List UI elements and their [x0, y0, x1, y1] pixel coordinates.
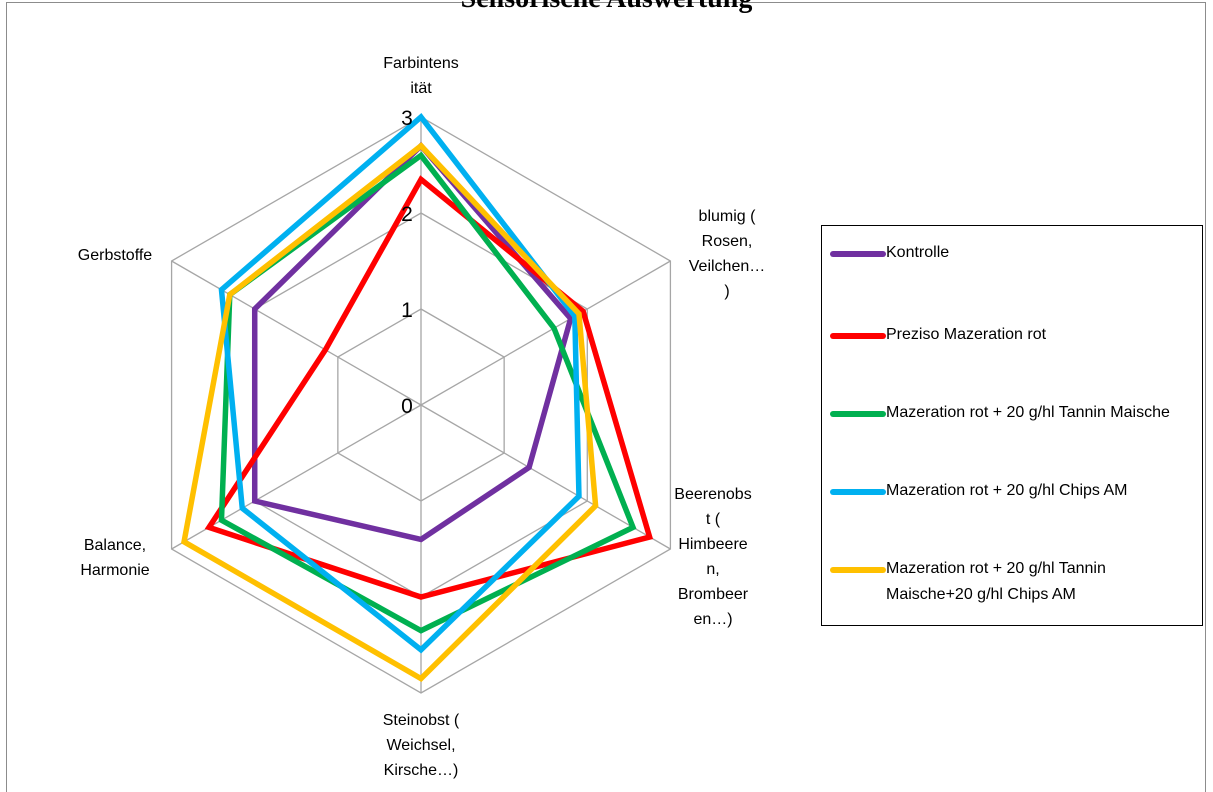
chart-title: Sensorische Auswertung: [0, 0, 1213, 15]
series-line-4: [218, 113, 582, 654]
legend-swatch: [830, 411, 886, 417]
legend-label: Mazeration rot + 20 g/hl Tannin Maische: [886, 404, 1170, 421]
series-line-2: [204, 175, 654, 600]
chart-area: [6, 2, 1206, 792]
legend-item: Mazeration rot + 20 g/hl Tannin Maische: [830, 400, 1186, 426]
series-line-5: [180, 142, 599, 683]
legend-item: Mazeration rot + 20 g/hl Chips AM: [830, 478, 1186, 504]
legend-swatch: [830, 251, 886, 257]
axis-label: Beerenobs t (Himbeere n, Brombeer en…): [674, 486, 751, 628]
series-line-3: [218, 151, 637, 634]
axis-label: Balance, Harmonie: [80, 537, 149, 579]
legend-item: Preziso Mazeration rot: [830, 322, 1186, 348]
legend-label: Mazeration rot + 20 g/hl Chips AM: [886, 482, 1128, 499]
legend-label: Preziso Mazeration rot: [886, 326, 1047, 343]
axis-spoke: [420, 260, 671, 406]
legend-swatch: [830, 567, 886, 573]
legend-label: Mazeration rot + 20 g/hl Tannin Maische+…: [886, 560, 1106, 603]
legend-item: Mazeration rot + 20 g/hl Tannin Maische+…: [830, 556, 1186, 608]
axis-label: Steinobst (Weichsel, Kirsche…): [383, 712, 460, 779]
tick-label: 1: [401, 299, 413, 322]
axis-label: Gerbstoffe: [78, 247, 153, 264]
chart-legend: Kontrolle Preziso Mazeration rot Mazeratio…: [821, 225, 1203, 626]
tick-label: 0: [401, 395, 413, 418]
axis-spoke: [171, 260, 422, 406]
tick-label: 3: [401, 107, 413, 130]
legend-label: Kontrolle: [886, 244, 950, 261]
tick-label: 2: [401, 203, 413, 226]
legend-swatch: [830, 489, 886, 495]
axis-spoke: [420, 404, 671, 550]
axis-label: blumig (Rosen, Veilchen…): [689, 208, 766, 300]
legend-swatch: [830, 333, 886, 339]
series-line-1: [251, 141, 574, 543]
axis-label: Farbintens ität: [383, 55, 459, 97]
legend-item: Kontrolle: [830, 240, 1186, 266]
